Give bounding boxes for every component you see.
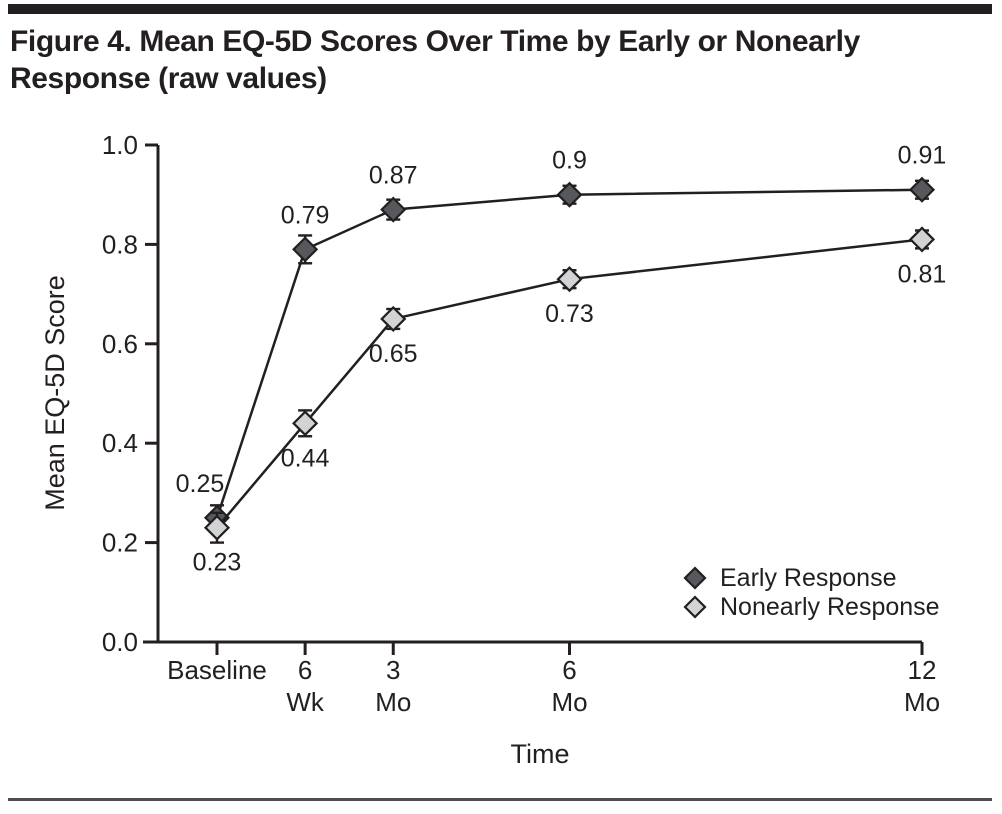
- x-tick-label: Mo: [375, 687, 411, 717]
- data-point-label: 0.73: [545, 300, 594, 328]
- y-tick-label: 1.0: [102, 130, 138, 160]
- figure-title-line1: Figure 4. Mean EQ-5D Scores Over Time by…: [10, 25, 860, 58]
- data-point-label: 0.81: [898, 260, 947, 288]
- legend-label: Early Response: [720, 564, 896, 592]
- y-tick-label: 0.8: [102, 229, 138, 259]
- top-divider-bar: [8, 4, 992, 14]
- figure-title: Figure 4. Mean EQ-5D Scores Over Time by…: [10, 23, 995, 97]
- legend-marker: [683, 566, 707, 590]
- figure-title-line2: Response (raw values): [10, 62, 327, 95]
- data-point-marker: [380, 305, 407, 333]
- x-tick-label: 6: [562, 655, 576, 685]
- y-tick-label: 0.0: [102, 627, 138, 657]
- data-point-marker: [203, 514, 231, 541]
- data-point-marker: [292, 410, 319, 437]
- data-point-label: 0.87: [369, 162, 418, 190]
- legend-label: Nonearly Response: [720, 593, 940, 621]
- data-point-marker: [908, 226, 936, 253]
- y-tick-label: 0.6: [102, 329, 138, 359]
- data-point-label: 0.9: [552, 147, 587, 175]
- x-tick-label: Mo: [904, 687, 940, 717]
- x-tick-label: Wk: [286, 687, 325, 717]
- data-point-label: 0.79: [281, 201, 330, 229]
- data-point-marker: [292, 236, 319, 263]
- x-tick-label: Mo: [551, 687, 587, 717]
- data-point-label: 0.23: [193, 549, 242, 577]
- data-point-marker: [556, 181, 583, 208]
- y-tick-label: 0.4: [102, 428, 138, 458]
- x-axis-title: Time: [511, 739, 570, 769]
- y-tick-label: 0.2: [102, 528, 138, 558]
- y-axis-title: Mean EQ-5D Score: [40, 275, 70, 511]
- x-tick-label: 3: [386, 655, 400, 685]
- data-point-marker: [380, 196, 407, 223]
- data-point-marker: [556, 266, 583, 293]
- data-point-label: 0.91: [898, 142, 947, 170]
- x-tick-label: 6: [298, 655, 312, 685]
- x-tick-label: Baseline: [167, 655, 267, 685]
- data-point-label: 0.25: [176, 470, 225, 498]
- data-point-label: 0.44: [281, 444, 330, 472]
- data-point-marker: [908, 176, 936, 203]
- data-point-label: 0.65: [369, 340, 418, 368]
- x-tick-label: 12: [908, 655, 937, 685]
- bottom-divider-line: [8, 798, 992, 801]
- legend-marker: [683, 595, 707, 619]
